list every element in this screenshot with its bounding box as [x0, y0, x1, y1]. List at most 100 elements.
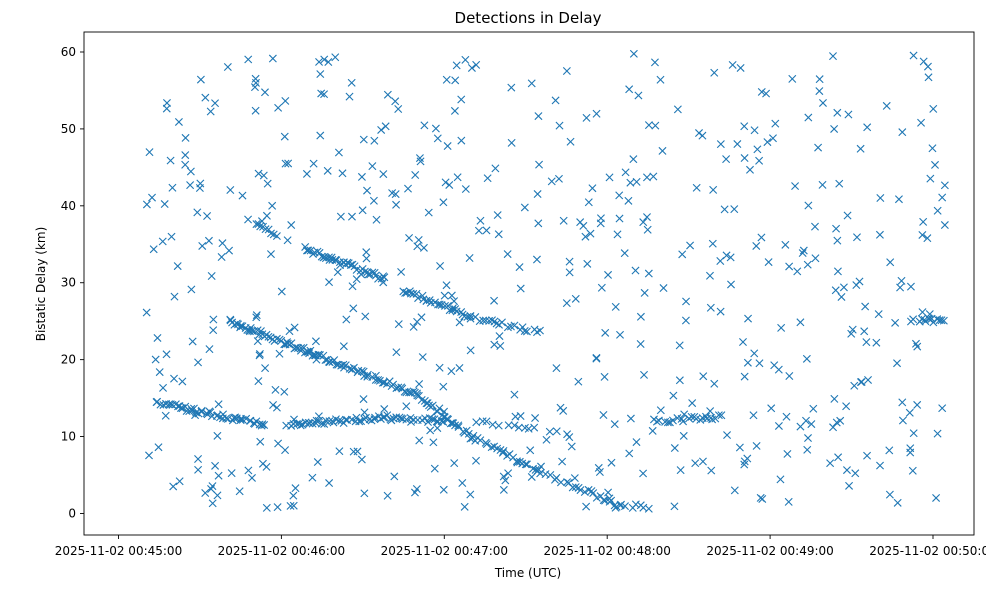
- detection-point: [531, 414, 540, 423]
- detection-point: [516, 412, 525, 421]
- detection-point: [917, 118, 926, 127]
- detection-point: [454, 421, 463, 430]
- detection-point: [162, 104, 171, 113]
- detection-point: [311, 337, 320, 346]
- detection-point: [244, 466, 253, 475]
- detection-point: [435, 300, 444, 309]
- detection-point: [604, 488, 613, 497]
- detection-point: [940, 181, 949, 190]
- detection-point: [918, 308, 927, 317]
- detection-point: [636, 339, 645, 348]
- detection-point: [442, 75, 451, 84]
- detection-point: [588, 184, 597, 193]
- detection-point: [227, 469, 236, 478]
- detection-point: [743, 454, 752, 463]
- detection-point: [656, 406, 665, 415]
- detection-point: [425, 296, 434, 305]
- detection-point: [443, 142, 452, 151]
- detection-point: [863, 123, 872, 132]
- detection-point: [286, 501, 295, 510]
- detection-point: [381, 122, 390, 131]
- detection-point: [815, 87, 824, 96]
- detection-point: [198, 241, 207, 250]
- detection-point: [514, 423, 523, 432]
- detection-point: [839, 283, 848, 292]
- detection-point: [654, 416, 663, 425]
- detection-point: [472, 418, 481, 427]
- detection-point: [252, 311, 261, 320]
- detection-point: [542, 435, 551, 444]
- detection-point: [238, 191, 247, 200]
- detection-point: [355, 417, 364, 426]
- detection-point: [380, 273, 389, 282]
- detection-point: [263, 179, 272, 188]
- detection-point: [309, 350, 318, 359]
- detection-point: [893, 359, 902, 368]
- detection-point: [442, 281, 451, 290]
- detection-point: [898, 398, 907, 407]
- detection-point: [534, 219, 543, 228]
- detection-point: [580, 487, 589, 496]
- detection-point: [252, 220, 261, 229]
- detection-point: [440, 291, 449, 300]
- detection-point: [166, 156, 175, 165]
- detection-point: [142, 200, 151, 209]
- detection-point: [433, 134, 442, 143]
- detection-point: [692, 183, 701, 192]
- detection-point: [414, 294, 423, 303]
- detection-point: [350, 262, 359, 271]
- detection-point: [285, 327, 294, 336]
- detection-point: [490, 340, 499, 349]
- detection-point: [555, 121, 564, 130]
- detection-point: [214, 400, 223, 409]
- detection-point: [164, 400, 173, 409]
- detection-point: [644, 121, 653, 130]
- detection-point: [643, 225, 652, 234]
- detection-point: [526, 446, 535, 455]
- detection-point: [415, 380, 424, 389]
- detection-point: [208, 499, 217, 508]
- detection-point: [348, 282, 357, 291]
- detection-point: [349, 447, 358, 456]
- detection-point: [360, 408, 369, 417]
- detection-point: [349, 304, 358, 313]
- detection-point: [451, 76, 460, 85]
- detection-point: [360, 489, 369, 498]
- detection-point: [621, 168, 630, 177]
- detection-point: [896, 283, 905, 292]
- detection-point: [727, 280, 735, 289]
- detection-point: [752, 441, 761, 450]
- detection-point: [669, 391, 678, 400]
- detection-point: [217, 253, 226, 261]
- detection-point: [522, 460, 531, 469]
- detection-point: [876, 461, 885, 470]
- detection-point: [201, 489, 210, 498]
- x-axis-label: Time (UTC): [494, 566, 561, 580]
- detection-point: [361, 312, 370, 321]
- detection-point: [333, 268, 342, 277]
- detection-point: [848, 325, 857, 334]
- detection-point: [497, 318, 506, 327]
- detection-point: [290, 415, 299, 424]
- detection-point: [534, 112, 543, 121]
- detection-point: [339, 342, 348, 351]
- detection-point: [909, 51, 918, 60]
- detection-point: [209, 326, 218, 335]
- detection-point: [370, 136, 379, 145]
- detection-point: [380, 405, 389, 414]
- y-tick-label-0: 0: [68, 506, 76, 520]
- detection-point: [784, 497, 793, 506]
- detection-point: [472, 456, 480, 465]
- detection-point: [830, 124, 839, 133]
- detection-point: [576, 486, 585, 495]
- detection-point: [634, 91, 643, 100]
- detection-point: [313, 458, 322, 467]
- detection-point: [847, 329, 856, 338]
- detection-point: [596, 214, 605, 223]
- detection-point: [309, 159, 318, 168]
- detection-point: [607, 458, 616, 467]
- detection-point: [932, 493, 941, 502]
- detection-point: [347, 212, 356, 221]
- detection-point: [161, 411, 170, 420]
- detection-point: [804, 201, 813, 210]
